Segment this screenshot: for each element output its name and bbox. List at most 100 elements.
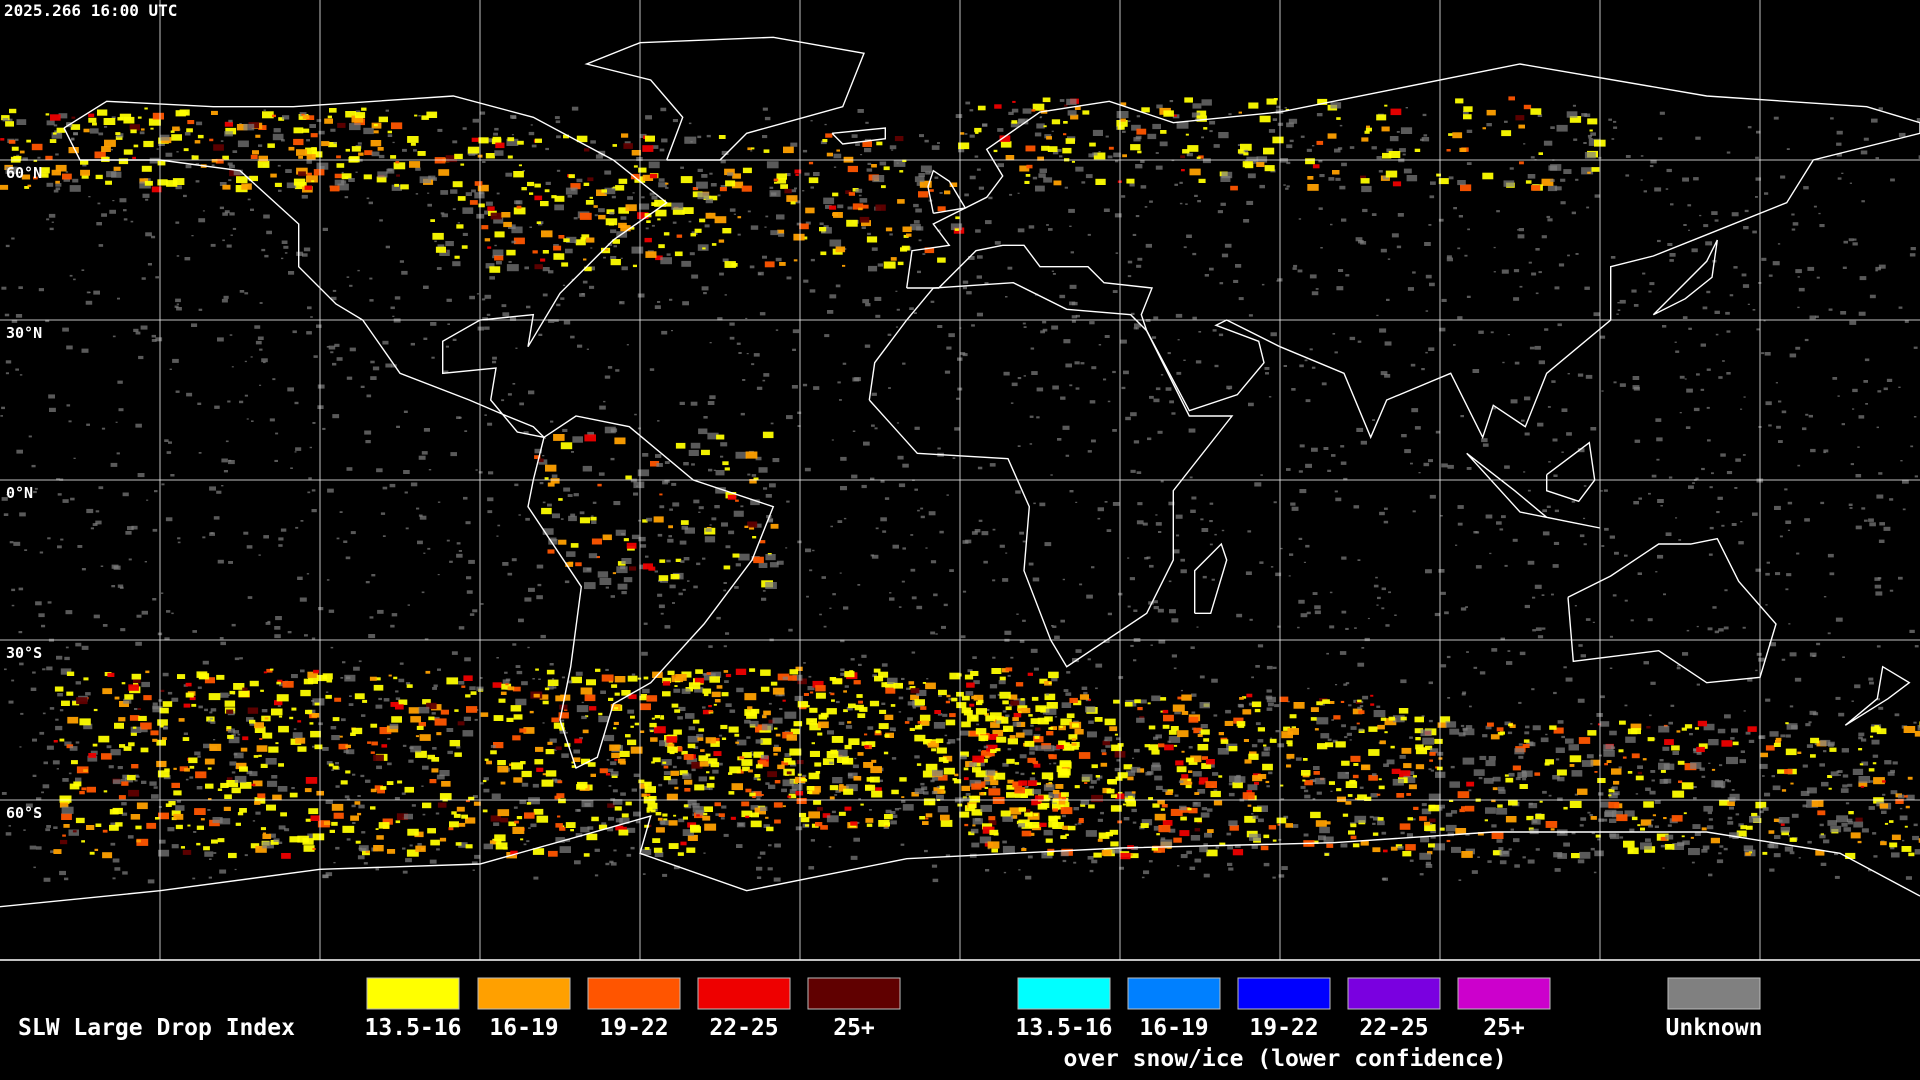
cloud-pixel: [662, 480, 669, 485]
cloud-pixel: [1136, 717, 1145, 723]
cloud-pixel: [13, 541, 21, 546]
cloud-pixel: [473, 801, 481, 806]
cloud-pixel: [831, 736, 844, 743]
cloud-pixel: [237, 733, 241, 736]
cloud-pixel: [686, 758, 698, 765]
cloud-pixel: [487, 497, 494, 502]
cloud-pixel: [795, 791, 804, 796]
cloud-pixel: [763, 710, 771, 716]
cloud-pixel: [1107, 612, 1112, 616]
cloud-pixel: [1213, 144, 1220, 148]
cloud-pixel: [268, 833, 276, 838]
cloud-pixel: [272, 794, 282, 801]
cloud-pixel: [41, 791, 44, 794]
cloud-pixel: [850, 855, 858, 860]
cloud-pixel: [651, 761, 655, 764]
cloud-pixel: [378, 822, 390, 829]
cloud-pixel: [1724, 589, 1728, 592]
cloud-pixel: [89, 851, 95, 855]
cloud-pixel: [1388, 716, 1395, 721]
cloud-pixel: [392, 315, 395, 317]
cloud-pixel: [439, 837, 447, 842]
cloud-pixel: [1289, 553, 1294, 556]
cloud-pixel: [626, 853, 632, 857]
cloud-pixel: [239, 657, 243, 660]
cloud-pixel: [1052, 151, 1059, 155]
cloud-pixel: [121, 802, 127, 806]
cloud-pixel: [254, 325, 261, 329]
cloud-pixel: [1097, 818, 1103, 822]
cloud-pixel: [1910, 445, 1914, 448]
cloud-pixel: [16, 154, 20, 157]
cloud-pixel: [22, 157, 28, 161]
cloud-pixel: [911, 596, 917, 600]
cloud-pixel: [1541, 594, 1545, 596]
cloud-pixel: [1650, 159, 1657, 164]
cloud-pixel: [1471, 870, 1478, 874]
cloud-pixel: [1270, 566, 1274, 568]
cloud-pixel: [832, 777, 843, 784]
cloud-pixel: [674, 709, 681, 713]
cloud-pixel: [1408, 784, 1417, 790]
cloud-pixel: [1070, 251, 1074, 254]
cloud-pixel: [898, 483, 906, 488]
cloud-pixel: [136, 839, 141, 843]
cloud-pixel: [1162, 789, 1168, 792]
cloud-pixel: [637, 677, 642, 680]
cloud-pixel: [401, 270, 408, 275]
cloud-pixel: [1160, 697, 1167, 701]
cloud-pixel: [1436, 807, 1443, 811]
cloud-pixel: [1358, 728, 1364, 732]
cloud-pixel: [45, 319, 50, 323]
cloud-pixel: [719, 272, 724, 276]
cloud-pixel: [389, 483, 396, 488]
cloud-pixel: [1019, 531, 1024, 535]
cloud-pixel: [1726, 372, 1731, 375]
cloud-pixel: [755, 739, 763, 744]
cloud-pixel: [1848, 503, 1853, 506]
cloud-pixel: [1343, 477, 1348, 481]
cloud-pixel: [1035, 727, 1041, 731]
cloud-pixel: [1031, 772, 1035, 775]
cloud-pixel: [872, 674, 877, 678]
cloud-pixel: [1780, 823, 1785, 826]
cloud-pixel: [209, 532, 215, 536]
cloud-pixel: [576, 784, 586, 790]
cloud-pixel: [1515, 777, 1521, 781]
cloud-pixel: [79, 718, 91, 726]
cloud-pixel: [988, 196, 993, 200]
cloud-pixel: [918, 239, 922, 242]
cloud-pixel: [921, 786, 928, 791]
cloud-pixel: [1122, 803, 1126, 806]
cloud-pixel: [618, 829, 629, 836]
cloud-pixel: [1881, 810, 1887, 814]
cloud-pixel: [542, 700, 549, 705]
cloud-pixel: [983, 560, 988, 564]
cloud-pixel: [102, 829, 108, 833]
cloud-pixel: [1191, 711, 1196, 714]
cloud-pixel: [417, 843, 422, 846]
cloud-pixel: [708, 710, 713, 713]
cloud-pixel: [508, 261, 512, 263]
cloud-pixel: [1197, 734, 1203, 737]
cloud-pixel: [86, 508, 94, 514]
cloud-pixel: [1048, 816, 1058, 822]
cloud-pixel: [1674, 341, 1677, 343]
cloud-pixel: [579, 293, 586, 297]
cloud-pixel: [1114, 767, 1121, 772]
cloud-pixel: [482, 780, 487, 783]
cloud-pixel: [1784, 846, 1794, 852]
cloud-pixel: [281, 853, 291, 859]
cloud-pixel: [679, 770, 688, 776]
cloud-pixel: [603, 256, 606, 259]
cloud-pixel: [1100, 811, 1104, 815]
cloud-pixel: [67, 716, 79, 724]
cloud-pixel: [721, 805, 727, 809]
cloud-pixel: [1507, 650, 1511, 652]
cloud-pixel: [1584, 286, 1590, 290]
cloud-pixel: [1147, 702, 1151, 705]
cloud-pixel: [512, 643, 517, 646]
cloud-pixel: [1625, 174, 1630, 177]
cloud-pixel: [1367, 617, 1370, 620]
cloud-pixel: [1497, 804, 1503, 808]
